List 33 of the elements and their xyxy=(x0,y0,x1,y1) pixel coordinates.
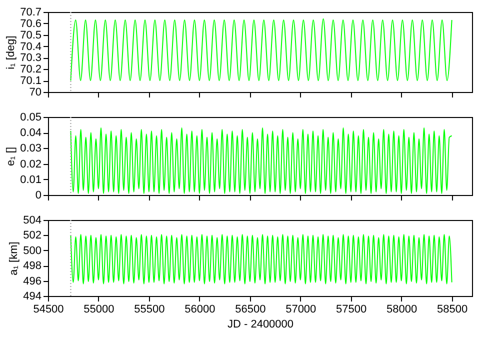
y-tick-label: 502 xyxy=(23,230,42,242)
x-tick-label: 56000 xyxy=(184,304,216,316)
y-tick-label: 504 xyxy=(23,214,42,226)
y-axis-title: i₁ [deg] xyxy=(5,36,18,70)
y-tick-label: 70.1 xyxy=(20,75,42,88)
x-tick-label: 56500 xyxy=(235,304,266,316)
y-axis-title: a₁ [km] xyxy=(8,242,20,276)
y-tick-label: 494 xyxy=(23,290,42,302)
y-tick-label: 498 xyxy=(23,260,42,272)
y-tick-label: 70.6 xyxy=(20,18,42,30)
y-tick-label: 70.2 xyxy=(20,64,42,76)
y-tick-label: 0.03 xyxy=(20,142,42,155)
y-tick-label: 0 xyxy=(35,190,42,202)
y-tick-label: 0.01 xyxy=(20,174,42,186)
x-tick-label: 58500 xyxy=(437,304,468,316)
y-tick-label: 70 xyxy=(29,86,42,98)
y-tick-label: 70.5 xyxy=(20,29,42,42)
y-tick-label: 0.05 xyxy=(20,112,42,124)
y-tick-label: 70.7 xyxy=(20,6,42,18)
x-tick-label: 58000 xyxy=(386,304,418,316)
y-tick-label: 70.3 xyxy=(20,52,42,64)
y-tick-label: 0.04 xyxy=(20,127,42,140)
x-tick-label: 57000 xyxy=(286,304,316,316)
x-tick-label: 55000 xyxy=(84,304,114,316)
x-tick-label: 55500 xyxy=(134,304,165,316)
y-tick-label: 70.4 xyxy=(20,40,42,53)
y-tick-label: 496 xyxy=(23,275,42,288)
y-tick-label: 0.02 xyxy=(20,158,42,170)
y-axis-title: e₁ [] xyxy=(5,147,18,166)
y-tick-label: 500 xyxy=(23,244,42,257)
x-axis-title: JD - 2400000 xyxy=(227,318,294,330)
x-tick-label: 57500 xyxy=(336,304,367,316)
x-tick-label: 54500 xyxy=(33,304,64,316)
